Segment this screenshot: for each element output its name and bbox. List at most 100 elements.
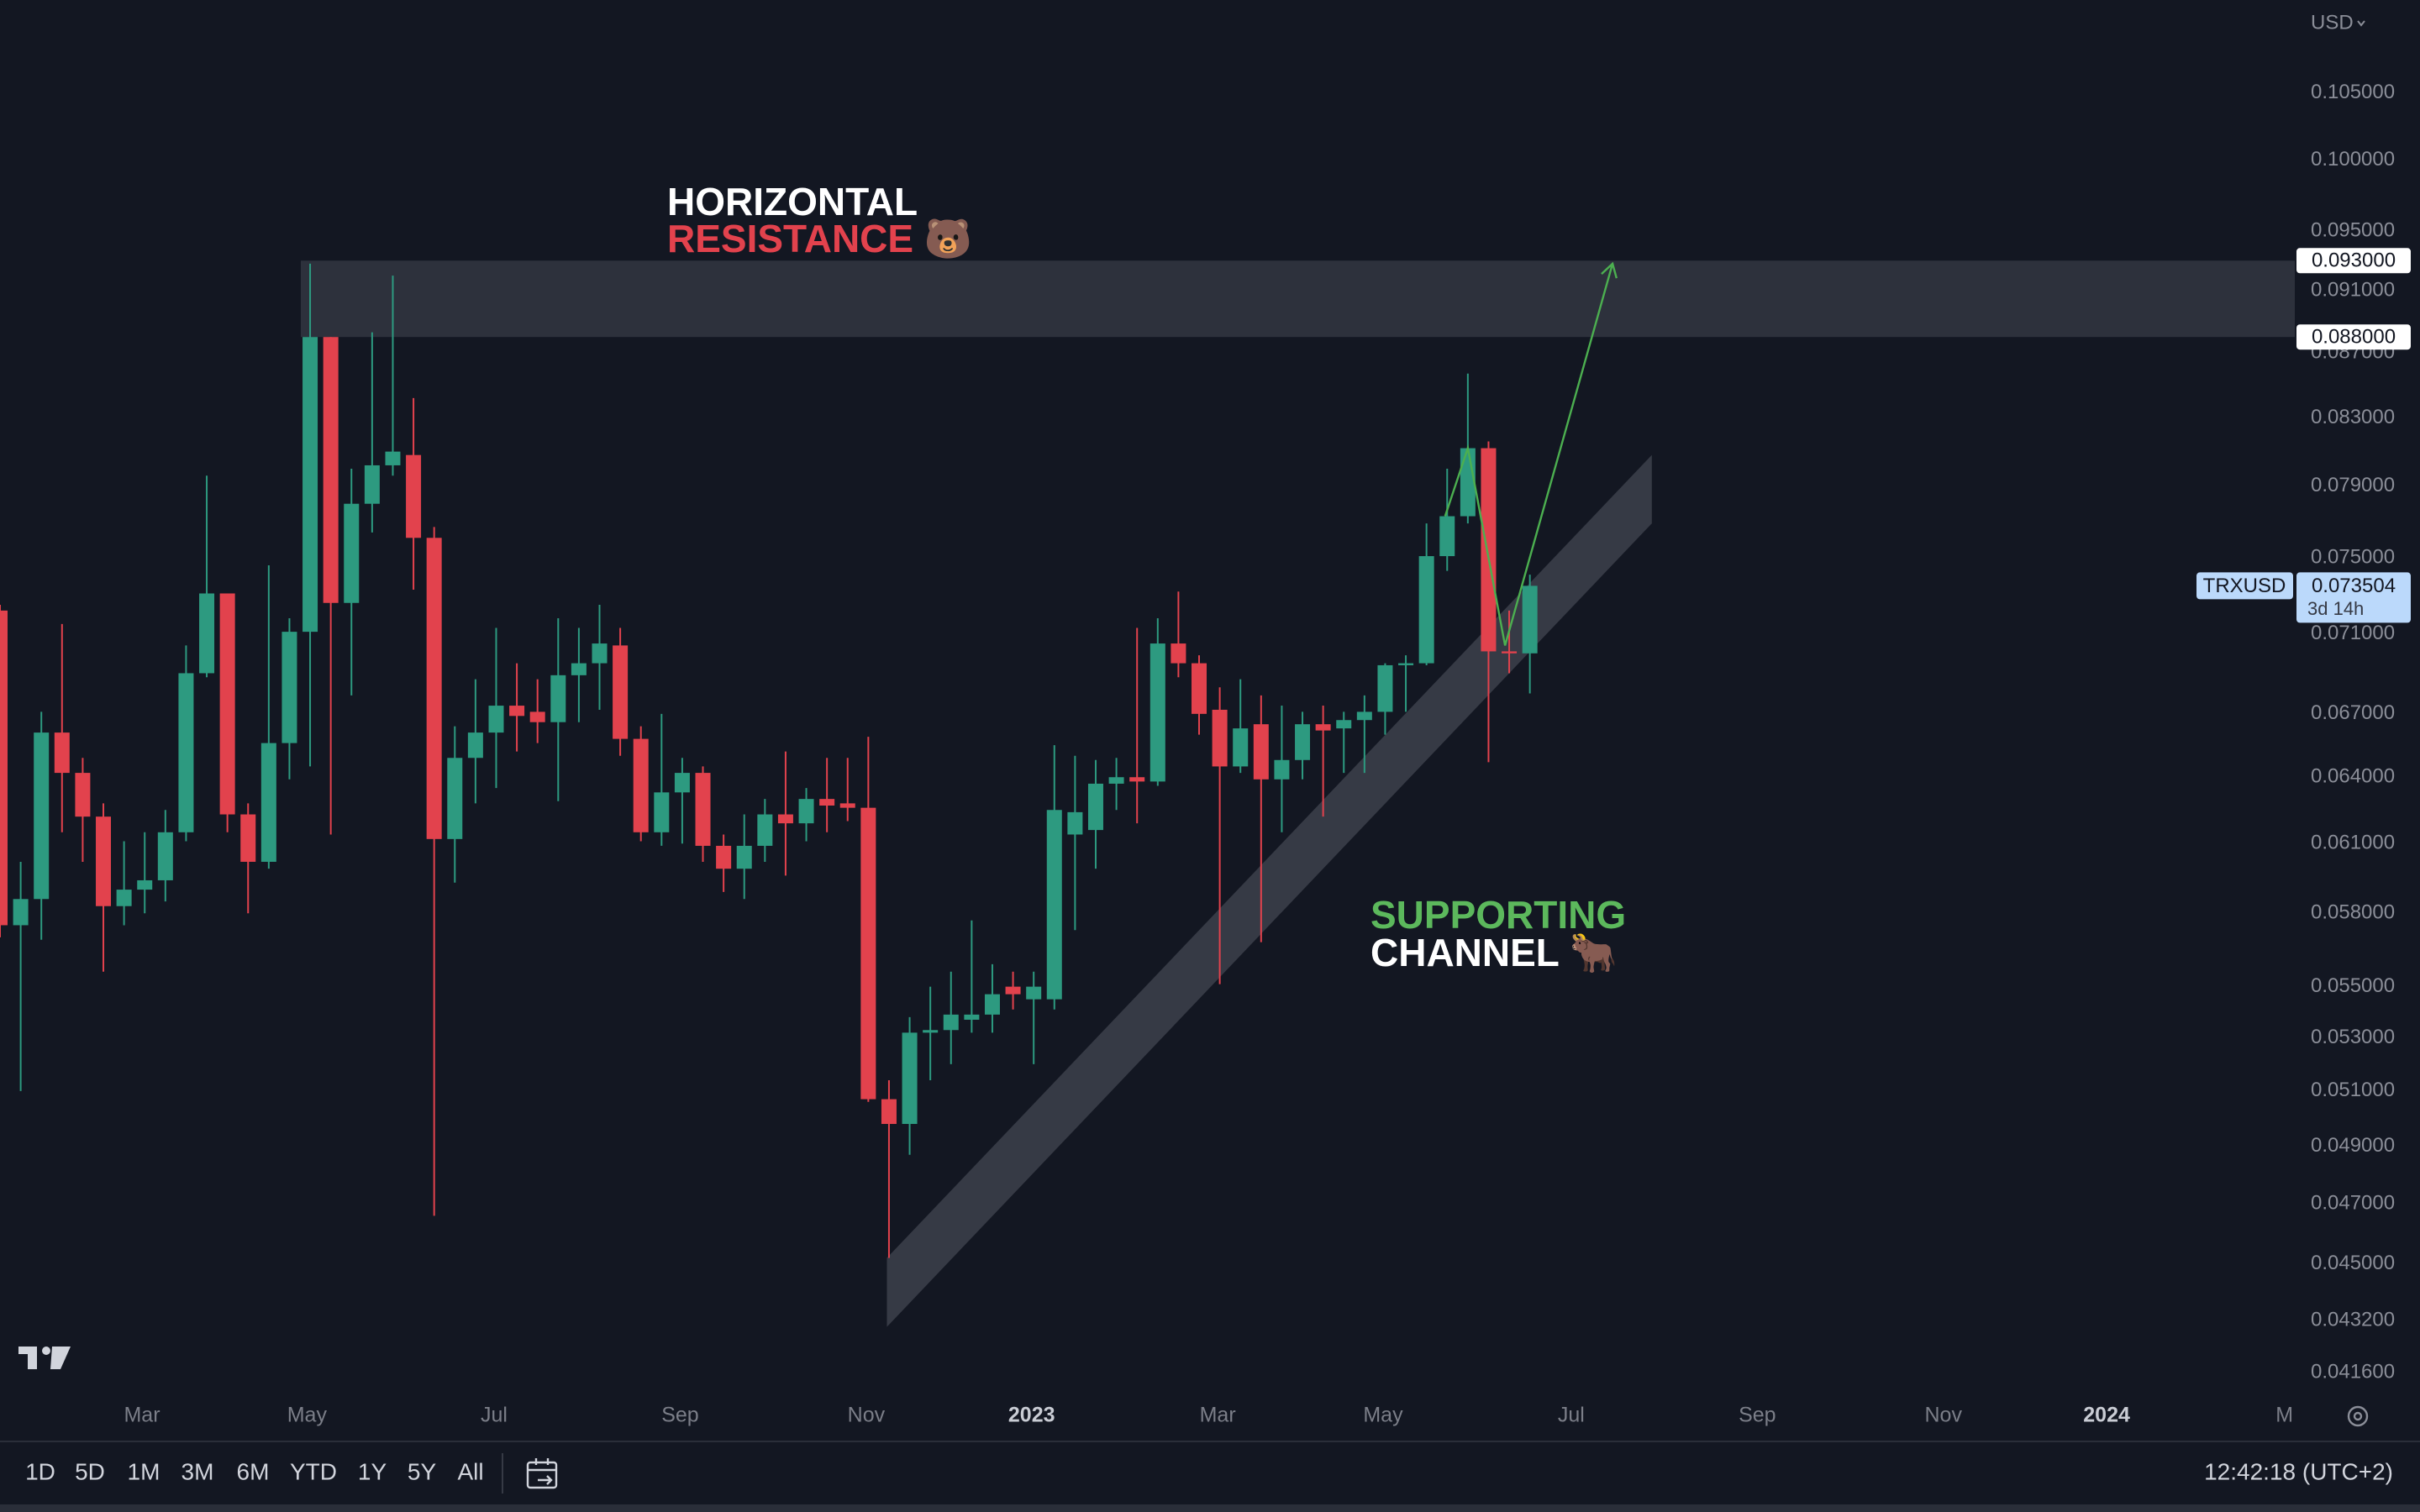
candle-body — [695, 773, 711, 846]
candle-body — [54, 732, 70, 774]
currency-chevron — [2357, 20, 2365, 27]
y-tick-label: 0.045000 — [2311, 1252, 2395, 1274]
candle-body — [1129, 777, 1145, 782]
candle-body — [281, 632, 297, 743]
candle-body — [592, 643, 608, 664]
candle-body — [1233, 728, 1249, 767]
candle-body — [75, 773, 91, 817]
candle-body — [1274, 759, 1290, 780]
range-button[interactable]: All — [457, 1458, 483, 1484]
candle-body — [1377, 664, 1393, 712]
candle-body — [1439, 516, 1455, 557]
candle-body — [860, 807, 876, 1100]
candle-body — [716, 845, 732, 869]
candle-body — [964, 1014, 980, 1020]
candle-body — [1522, 585, 1538, 654]
y-tick-label: 0.043200 — [2311, 1308, 2395, 1331]
settings-icon[interactable] — [2347, 1405, 2369, 1427]
candle-body — [819, 799, 835, 806]
candle-body — [1171, 643, 1186, 664]
candle-body — [674, 773, 690, 793]
projection-arrowhead — [1601, 261, 1618, 279]
range-button[interactable]: 1M — [128, 1458, 160, 1484]
candle-body — [0, 610, 8, 926]
candle-body — [1356, 711, 1372, 721]
candle-body — [323, 337, 339, 603]
date-range-icon[interactable] — [526, 1458, 558, 1489]
candle-body — [1481, 448, 1497, 652]
candle-body — [157, 832, 173, 880]
candle-body — [902, 1032, 918, 1125]
candle-body — [1067, 811, 1083, 835]
countdown-label: 3d 14h — [2307, 598, 2364, 619]
price-tag-label: 0.093000 — [2312, 249, 2396, 272]
candle-body — [1336, 720, 1352, 729]
candle-body — [385, 451, 401, 465]
clock: 12:42:18 (UTC+2) — [2204, 1458, 2393, 1484]
candle-body — [96, 816, 112, 906]
candle-body — [1046, 810, 1062, 1000]
annotation-title: RESISTANCE 🐻 — [667, 215, 972, 261]
bottom-strip — [0, 1504, 2420, 1512]
symbol-tag-label: TRXUSD — [2203, 575, 2286, 597]
range-button[interactable]: 5D — [75, 1458, 105, 1484]
candle-body — [467, 732, 483, 759]
annotation-title: HORIZONTAL — [667, 180, 918, 223]
y-tick-label: 0.083000 — [2311, 406, 2395, 428]
candle-body — [1253, 724, 1269, 780]
candle-body — [1212, 709, 1228, 767]
last-price-tag — [2296, 572, 2411, 623]
candle-body — [529, 711, 545, 722]
candle-body — [178, 673, 194, 832]
candle-body — [798, 799, 814, 824]
x-tick-label: Mar — [124, 1404, 160, 1427]
candle-body — [1315, 724, 1331, 731]
price-tag-label: 0.088000 — [2312, 326, 2396, 349]
candle-body — [654, 792, 670, 832]
candle-body — [613, 645, 629, 739]
candle-body — [1502, 651, 1518, 654]
y-tick-label: 0.051000 — [2311, 1079, 2395, 1101]
range-button[interactable]: 3M — [182, 1458, 214, 1484]
candle-body — [1192, 663, 1207, 714]
candle-body — [1398, 663, 1414, 665]
projection-path — [1444, 263, 1614, 646]
range-button[interactable]: 1Y — [358, 1458, 387, 1484]
x-tick-label: Jul — [481, 1404, 508, 1427]
candle-body — [1026, 986, 1042, 1000]
currency-label[interactable]: USD — [2311, 11, 2354, 34]
y-tick-label: 0.055000 — [2311, 974, 2395, 997]
candle-body — [199, 593, 215, 674]
x-tick-label: Nov — [1925, 1404, 1963, 1427]
candle-body — [1418, 556, 1434, 664]
y-tick-label: 0.079000 — [2311, 474, 2395, 496]
y-tick-label: 0.047000 — [2311, 1192, 2395, 1215]
candle-body — [137, 879, 153, 890]
y-tick-label: 0.049000 — [2311, 1134, 2395, 1157]
range-button[interactable]: 1D — [25, 1458, 55, 1484]
range-button[interactable]: 5Y — [408, 1458, 437, 1484]
range-button[interactable]: 6M — [237, 1458, 270, 1484]
y-tick-label: 0.053000 — [2311, 1026, 2395, 1048]
annotation-title: CHANNEL 🐂 — [1370, 931, 1618, 974]
candle-body — [1087, 783, 1103, 831]
annotation-title: SUPPORTING — [1370, 893, 1626, 937]
range-button[interactable]: YTD — [290, 1458, 337, 1484]
axis-layer: 0.1050000.1000000.0950000.0910000.087000… — [124, 81, 2395, 1427]
x-tick-label: Sep — [661, 1404, 698, 1427]
x-tick-label: Jul — [1558, 1404, 1585, 1427]
candle-body — [633, 738, 649, 832]
candle-layer — [0, 263, 1538, 1258]
last-price-label: 0.073504 — [2312, 575, 2396, 597]
x-tick-label: 2024 — [2083, 1404, 2130, 1427]
x-tick-label: M — [2275, 1404, 2293, 1427]
symbol-tag — [2196, 572, 2293, 600]
candle-body — [1460, 448, 1476, 517]
candle-body — [13, 899, 29, 926]
candle-body — [240, 814, 256, 862]
candle-body — [923, 1030, 939, 1033]
